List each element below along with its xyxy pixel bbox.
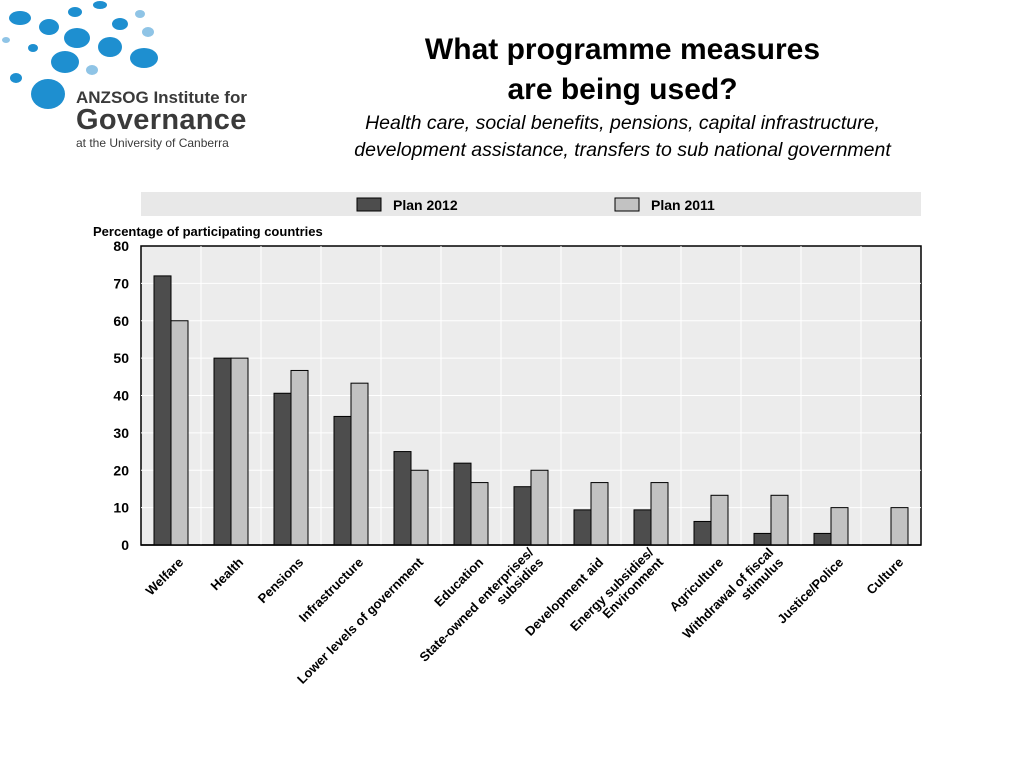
y-tick-label: 40 bbox=[113, 388, 129, 404]
logo-wordmark: Governance bbox=[76, 104, 247, 136]
bar-plan-2011 bbox=[290, 369, 309, 546]
x-tick-label-line: Pensions bbox=[255, 555, 306, 606]
gridlines bbox=[141, 246, 921, 545]
bar-plan-2011 bbox=[770, 494, 789, 546]
y-tick-labels: 0 10 20 30 40 50 60 70 80 bbox=[113, 238, 129, 553]
y-tick-label: 50 bbox=[113, 350, 129, 366]
legend: Plan 2012 Plan 2011 bbox=[356, 197, 715, 213]
logo-dots-icon bbox=[2, 1, 158, 109]
bar-plan-2012 bbox=[453, 462, 472, 546]
bar-plan-2011 bbox=[410, 469, 429, 546]
bar-plan-2011 bbox=[530, 469, 549, 546]
x-tick-label: Withdrawal of fiscalstimulus bbox=[679, 545, 786, 652]
title-block: What programme measures are being used? … bbox=[300, 30, 945, 164]
bar-plan-2012 bbox=[573, 509, 592, 546]
bar-plan-2012 bbox=[753, 532, 772, 546]
legend-label: Plan 2012 bbox=[393, 197, 458, 213]
legend-label: Plan 2011 bbox=[651, 197, 715, 213]
bar-plan-2011 bbox=[230, 357, 249, 546]
logo-line1: ANZSOG Institute for bbox=[76, 88, 247, 107]
logo: ANZSOG Institute for Governance at the U… bbox=[0, 0, 260, 160]
page-subtitle-line-2: development assistance, transfers to sub… bbox=[354, 139, 891, 161]
x-tick-label-line: Welfare bbox=[143, 555, 187, 599]
page-subtitle-line-1: Health care, social benefits, pensions, … bbox=[365, 112, 880, 134]
bar-plan-2012 bbox=[393, 451, 412, 546]
bar-plan-2011 bbox=[890, 507, 909, 546]
y-tick-label: 30 bbox=[113, 425, 129, 441]
bar-plan-2012 bbox=[633, 509, 652, 546]
x-tick-label: Pensions bbox=[255, 555, 306, 606]
y-tick-label: 10 bbox=[113, 500, 129, 516]
bar-plan-2012 bbox=[273, 392, 292, 546]
bar-plan-2012 bbox=[513, 486, 532, 546]
bar-plan-2011 bbox=[710, 494, 729, 546]
x-tick-label-line: Lower levels of government bbox=[294, 554, 427, 687]
x-tick-label-line: Health bbox=[207, 555, 246, 594]
bar-plan-2011 bbox=[350, 382, 369, 546]
logo-tagline: at the University of Canberra bbox=[76, 136, 229, 150]
x-tick-label: Health bbox=[207, 555, 246, 594]
y-tick-label: 60 bbox=[113, 313, 129, 329]
page-title-line-1: What programme measures bbox=[424, 33, 821, 66]
bar-plan-2011 bbox=[170, 320, 189, 546]
bar-plan-2011 bbox=[590, 482, 609, 546]
legend-swatch bbox=[614, 197, 640, 212]
x-tick-labels: Welfare Health PensionsInfrastructureLower… bbox=[143, 544, 907, 687]
x-tick-label: Lower levels of government bbox=[294, 554, 427, 687]
y-tick-label: 20 bbox=[113, 462, 129, 478]
page-title-line-2: are being used? bbox=[507, 73, 738, 106]
bar-plan-2011 bbox=[470, 482, 489, 546]
x-tick-label-line: Culture bbox=[863, 555, 906, 598]
y-tick-label: 70 bbox=[113, 275, 129, 291]
y-axis-label: Percentage of participating countries bbox=[93, 224, 323, 239]
bar-plan-2012 bbox=[333, 415, 352, 546]
legend-swatch bbox=[356, 197, 382, 212]
y-tick-label: 80 bbox=[113, 238, 129, 254]
bar-plan-2011 bbox=[830, 507, 849, 546]
bar-plan-2012 bbox=[213, 357, 232, 546]
bar-plan-2012 bbox=[813, 532, 832, 546]
bar-plan-2011 bbox=[650, 482, 669, 546]
x-tick-label: Energy subsidies/Environment bbox=[567, 544, 667, 644]
bar-plan-2012 bbox=[693, 520, 712, 546]
y-tick-label: 0 bbox=[121, 537, 129, 553]
x-tick-label: Culture bbox=[863, 555, 906, 598]
bar-plan-2012 bbox=[153, 275, 172, 546]
legend-band bbox=[141, 192, 921, 216]
x-tick-label: Welfare bbox=[143, 555, 187, 599]
